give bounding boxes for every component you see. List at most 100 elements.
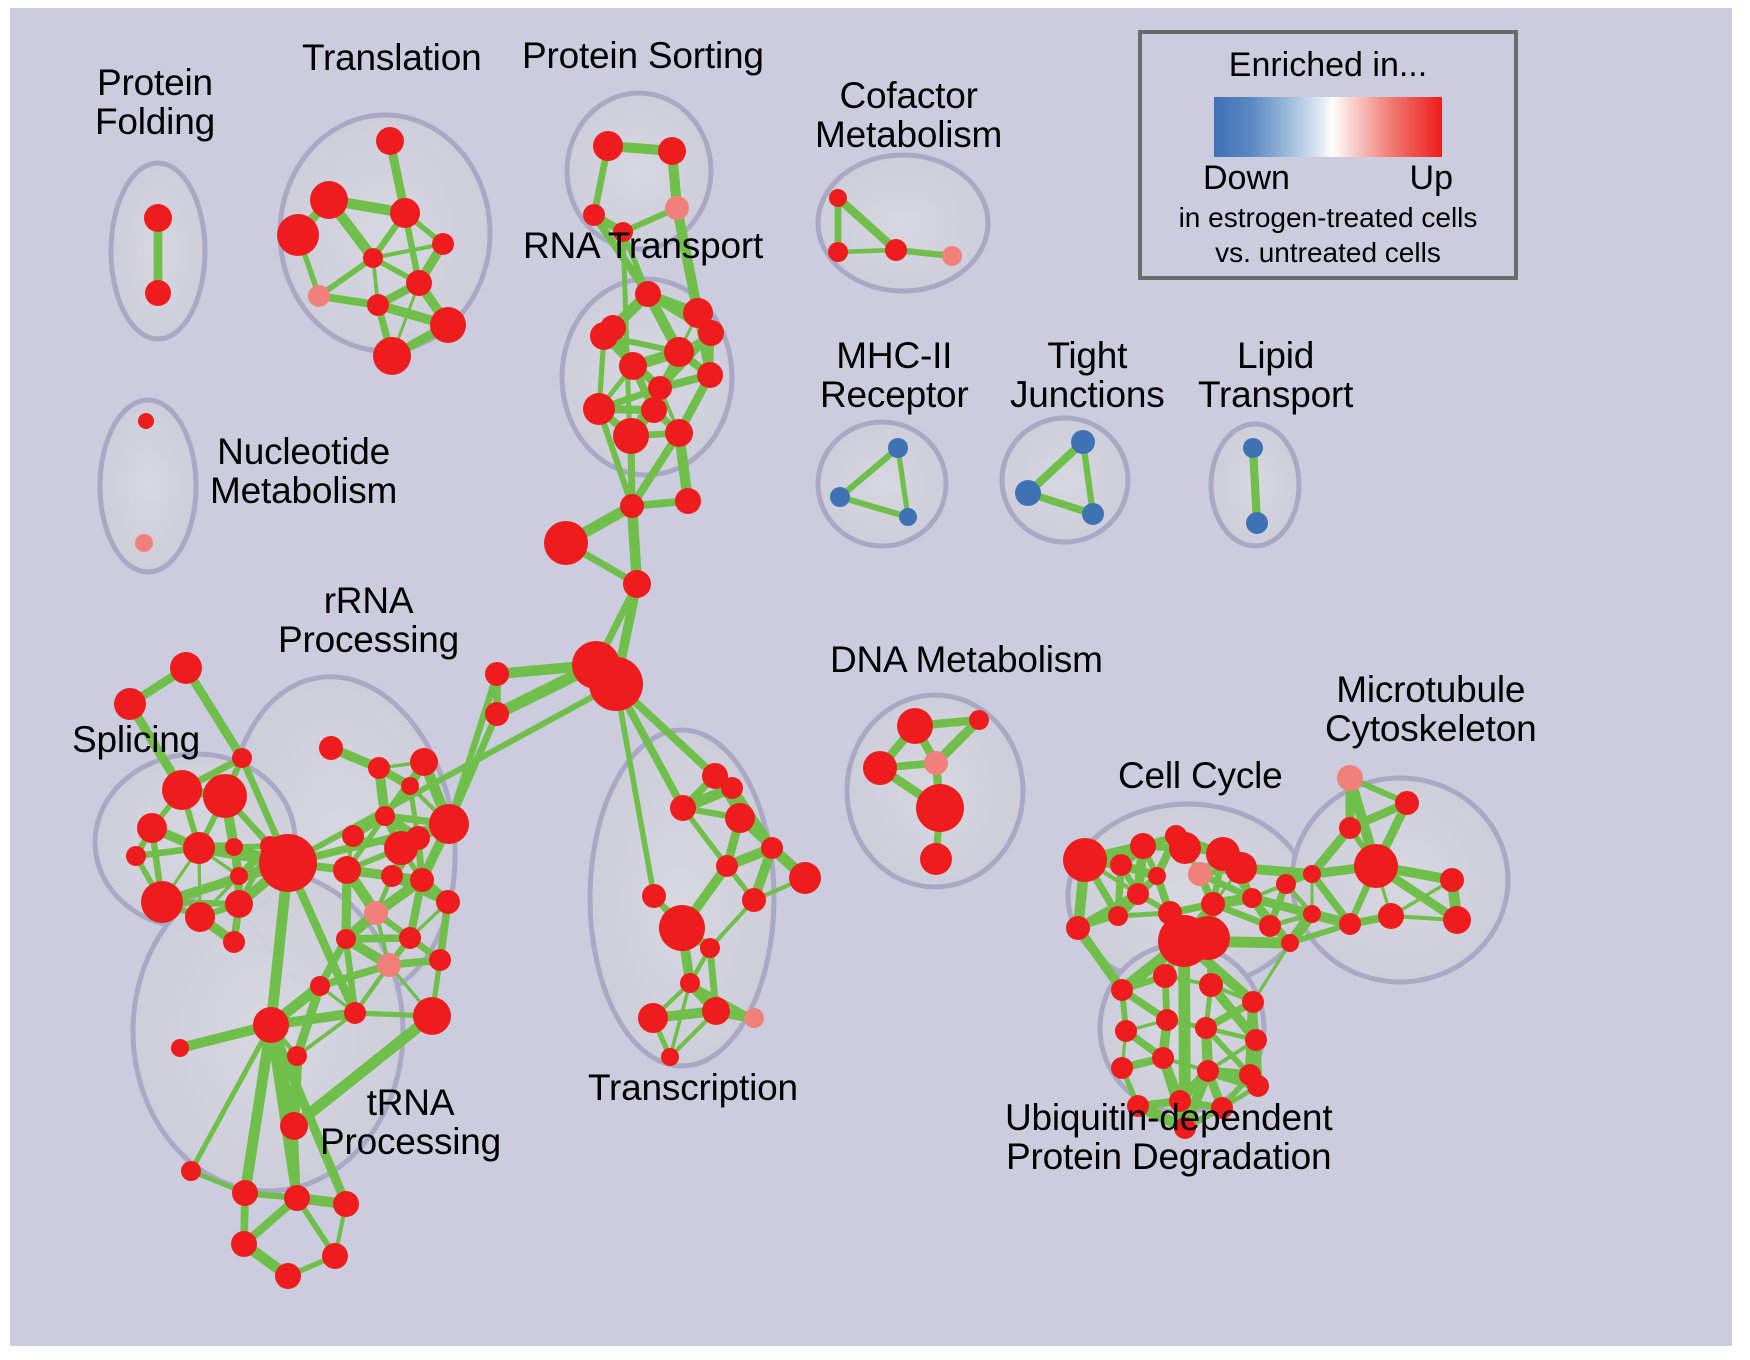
network-node[interactable] bbox=[1186, 916, 1230, 960]
network-node[interactable] bbox=[1115, 1020, 1137, 1042]
network-node[interactable] bbox=[638, 1003, 668, 1033]
network-node[interactable] bbox=[1245, 1029, 1267, 1051]
network-node[interactable] bbox=[308, 285, 330, 307]
network-node[interactable] bbox=[1169, 832, 1201, 864]
network-node[interactable] bbox=[1188, 862, 1212, 886]
network-node[interactable] bbox=[1225, 852, 1257, 884]
network-node[interactable] bbox=[829, 189, 847, 207]
network-node[interactable] bbox=[1063, 838, 1107, 882]
network-node[interactable] bbox=[275, 1263, 301, 1289]
network-node[interactable] bbox=[145, 280, 171, 306]
network-node[interactable] bbox=[659, 905, 705, 951]
network-node[interactable] bbox=[1148, 867, 1166, 885]
network-node[interactable] bbox=[162, 770, 202, 810]
network-node[interactable] bbox=[697, 362, 723, 388]
network-node[interactable] bbox=[310, 181, 348, 219]
network-node[interactable] bbox=[429, 804, 469, 844]
network-node[interactable] bbox=[1276, 874, 1296, 894]
network-node[interactable] bbox=[830, 487, 850, 507]
network-node[interactable] bbox=[1242, 991, 1264, 1013]
network-node[interactable] bbox=[364, 901, 388, 925]
network-node[interactable] bbox=[742, 888, 766, 912]
network-node[interactable] bbox=[114, 688, 146, 720]
network-node[interactable] bbox=[232, 748, 252, 768]
network-node[interactable] bbox=[225, 890, 253, 918]
network-node[interactable] bbox=[1197, 1060, 1219, 1082]
network-node[interactable] bbox=[170, 652, 202, 684]
network-node[interactable] bbox=[368, 757, 390, 779]
network-node[interactable] bbox=[406, 826, 430, 850]
network-node[interactable] bbox=[181, 1161, 201, 1181]
network-node[interactable] bbox=[183, 832, 215, 864]
network-node[interactable] bbox=[336, 929, 356, 949]
network-node[interactable] bbox=[1156, 1009, 1178, 1031]
network-node[interactable] bbox=[231, 1231, 257, 1257]
network-node[interactable] bbox=[863, 751, 897, 785]
network-node[interactable] bbox=[1174, 1117, 1196, 1139]
network-node[interactable] bbox=[1127, 883, 1149, 905]
network-node[interactable] bbox=[342, 825, 364, 847]
network-node[interactable] bbox=[1303, 865, 1321, 883]
network-node[interactable] bbox=[1201, 892, 1225, 916]
network-node[interactable] bbox=[126, 846, 146, 866]
network-node[interactable] bbox=[744, 1008, 764, 1028]
network-node[interactable] bbox=[377, 953, 401, 977]
network-node[interactable] bbox=[185, 902, 215, 932]
network-node[interactable] bbox=[410, 868, 434, 892]
network-node[interactable] bbox=[885, 239, 907, 261]
network-node[interactable] bbox=[1243, 438, 1263, 458]
network-node[interactable] bbox=[888, 438, 908, 458]
network-node[interactable] bbox=[544, 521, 588, 565]
network-node[interactable] bbox=[203, 774, 247, 818]
network-node[interactable] bbox=[613, 222, 633, 242]
network-node[interactable] bbox=[1082, 503, 1104, 525]
network-node[interactable] bbox=[1395, 791, 1419, 815]
network-node[interactable] bbox=[716, 855, 738, 877]
network-node[interactable] bbox=[171, 1039, 189, 1057]
network-node[interactable] bbox=[1130, 833, 1156, 859]
network-node[interactable] bbox=[432, 233, 454, 255]
network-node[interactable] bbox=[333, 1191, 359, 1217]
network-node[interactable] bbox=[721, 777, 743, 799]
network-node[interactable] bbox=[620, 494, 644, 518]
network-node[interactable] bbox=[1440, 868, 1464, 892]
network-node[interactable] bbox=[401, 777, 419, 795]
network-node[interactable] bbox=[333, 856, 361, 884]
network-node[interactable] bbox=[390, 198, 420, 228]
network-node[interactable] bbox=[942, 246, 962, 266]
network-node[interactable] bbox=[665, 196, 689, 220]
network-node[interactable] bbox=[648, 376, 672, 400]
network-node[interactable] bbox=[1199, 973, 1223, 997]
network-node[interactable] bbox=[1108, 906, 1128, 926]
network-node[interactable] bbox=[583, 204, 605, 226]
network-node[interactable] bbox=[828, 242, 848, 262]
network-node[interactable] bbox=[280, 1112, 308, 1140]
network-node[interactable] bbox=[1111, 979, 1133, 1001]
network-node[interactable] bbox=[287, 1046, 307, 1066]
network-node[interactable] bbox=[399, 927, 421, 949]
network-node[interactable] bbox=[1259, 915, 1281, 937]
network-node[interactable] bbox=[593, 131, 623, 161]
network-node[interactable] bbox=[138, 413, 154, 429]
network-node[interactable] bbox=[223, 931, 245, 953]
network-node[interactable] bbox=[1111, 1057, 1133, 1079]
network-node[interactable] bbox=[702, 997, 730, 1025]
network-node[interactable] bbox=[589, 657, 643, 711]
network-node[interactable] bbox=[897, 708, 933, 744]
network-node[interactable] bbox=[1015, 480, 1041, 506]
network-node[interactable] bbox=[658, 137, 686, 165]
network-node[interactable] bbox=[623, 570, 651, 598]
network-node[interactable] bbox=[613, 418, 649, 454]
network-node[interactable] bbox=[761, 837, 783, 859]
network-node[interactable] bbox=[232, 1180, 258, 1206]
network-node[interactable] bbox=[1195, 1017, 1217, 1039]
network-node[interactable] bbox=[789, 862, 821, 894]
network-node[interactable] bbox=[277, 214, 319, 256]
network-node[interactable] bbox=[600, 315, 626, 341]
network-node[interactable] bbox=[899, 508, 917, 526]
network-node[interactable] bbox=[253, 1007, 289, 1043]
network-node[interactable] bbox=[675, 488, 701, 514]
network-node[interactable] bbox=[376, 127, 404, 155]
network-node[interactable] bbox=[916, 784, 964, 832]
network-node[interactable] bbox=[259, 834, 317, 892]
